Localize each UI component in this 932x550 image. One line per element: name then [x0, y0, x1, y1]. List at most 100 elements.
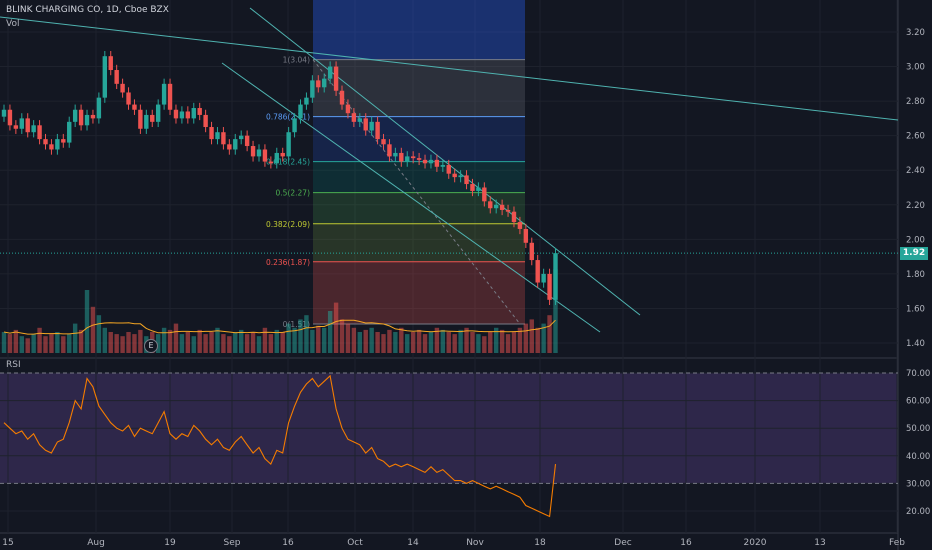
- volume-bar: [375, 332, 380, 353]
- candle: [197, 108, 202, 115]
- candle: [221, 132, 226, 145]
- fibonacci-retracement[interactable]: 1(3.04) 0.786(2.71) 0.618(2.45) 0.5(2.27) 0.…: [266, 0, 525, 329]
- candle: [19, 118, 24, 129]
- volume-bar: [72, 323, 78, 353]
- volume-bar: [541, 323, 546, 353]
- candle: [209, 127, 214, 140]
- x-tick-label: 2020: [744, 538, 767, 548]
- candle: [84, 114, 90, 126]
- volume-bar: [138, 329, 143, 353]
- volume-bar: [363, 329, 368, 353]
- fib-level-label: 1(3.04): [283, 56, 310, 65]
- volume-bar: [7, 334, 13, 353]
- volume-bar: [102, 327, 108, 353]
- rsi-tick-label: 60.00: [906, 397, 930, 407]
- candle: [440, 165, 446, 167]
- candle: [422, 159, 428, 164]
- chart-title: BLINK CHARGING CO, 1D, Cboe BZX: [6, 5, 169, 15]
- candle: [215, 132, 220, 140]
- volume-bar: [482, 336, 487, 353]
- volume-bar: [523, 323, 529, 353]
- fib-zone: [313, 223, 525, 262]
- volume-bar: [155, 334, 161, 353]
- y-tick-label: 2.40: [906, 166, 925, 176]
- trend-lines[interactable]: [0, 7, 899, 333]
- volume-bar: [339, 319, 345, 353]
- candle: [482, 187, 487, 202]
- long-trend-line: [0, 16, 899, 121]
- candle: [61, 139, 66, 143]
- candle: [535, 260, 540, 283]
- candle: [393, 152, 398, 157]
- channel-upper-line: [249, 7, 641, 316]
- candle: [351, 113, 357, 122]
- y-tick-label: 3.20: [906, 28, 925, 38]
- volume-bar: [161, 327, 167, 353]
- volume-bar: [446, 332, 451, 353]
- candle: [72, 109, 78, 122]
- volume-bar: [476, 334, 481, 353]
- volume-bar: [256, 336, 262, 353]
- volume-label: Vol: [6, 19, 20, 29]
- candle: [233, 139, 238, 150]
- volume-bar: [422, 334, 428, 353]
- candle: [345, 104, 351, 114]
- volume-bar: [197, 329, 202, 353]
- candle: [179, 111, 185, 119]
- grid-lines: [0, 0, 899, 550]
- volume-bar: [221, 334, 226, 353]
- candle: [339, 90, 345, 105]
- x-tick-label: Aug: [87, 538, 105, 548]
- volume-bar: [499, 329, 505, 353]
- candle: [102, 56, 108, 98]
- volume-bar: [108, 332, 113, 353]
- candle: [541, 273, 546, 283]
- candle: [434, 159, 440, 167]
- volume-bar: [37, 327, 42, 353]
- candle: [464, 175, 469, 185]
- volume-bar: [274, 329, 279, 353]
- candle: [286, 132, 291, 157]
- candle: [7, 109, 13, 126]
- volume-bar: [292, 327, 297, 353]
- volume-bar: [185, 332, 191, 353]
- candle: [274, 152, 279, 164]
- candle: [114, 70, 119, 84]
- x-tick-label: 18: [534, 538, 546, 548]
- candle: [55, 139, 60, 150]
- x-tick-label: 15: [2, 538, 13, 548]
- candle: [78, 109, 84, 126]
- candle: [280, 152, 285, 157]
- candle: [523, 228, 529, 243]
- volume-bar: [286, 323, 291, 353]
- x-tick-label: Sep: [224, 538, 241, 548]
- volume-bar: [233, 332, 238, 353]
- volume-bar: [215, 327, 220, 353]
- candle: [488, 201, 493, 209]
- fib-zone: [313, 59, 525, 117]
- volume-bar: [262, 327, 268, 353]
- fib-zone: [313, 192, 525, 224]
- fib-zone: [313, 261, 525, 324]
- y-tick-label: 2.80: [906, 97, 925, 107]
- candle: [363, 118, 368, 131]
- candle: [13, 125, 19, 129]
- volume-bar: [310, 329, 315, 353]
- volume-bar: [179, 334, 185, 353]
- candle: [452, 173, 457, 178]
- volume-bar: [268, 334, 274, 353]
- volume-bar: [493, 327, 499, 353]
- candle: [298, 104, 303, 119]
- x-tick-label: 14: [407, 538, 419, 548]
- candle: [262, 149, 268, 162]
- x-tick-label: Oct: [347, 538, 363, 548]
- earnings-icon[interactable]: E: [144, 339, 158, 353]
- volume-bar: [547, 315, 552, 353]
- candle: [67, 121, 72, 143]
- candle: [49, 144, 54, 150]
- candle: [268, 161, 274, 164]
- y-tick-label: 1.60: [906, 304, 925, 314]
- candle: [244, 135, 250, 147]
- volume-bar: [203, 334, 208, 353]
- rsi-tick-label: 20.00: [906, 507, 930, 517]
